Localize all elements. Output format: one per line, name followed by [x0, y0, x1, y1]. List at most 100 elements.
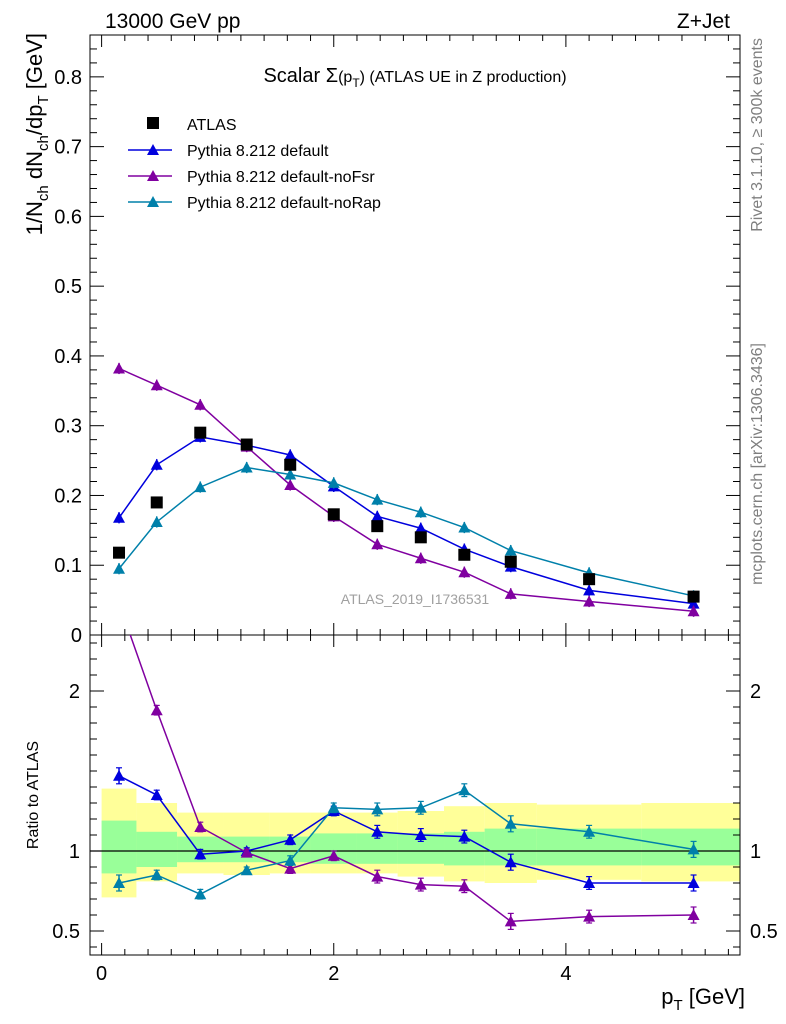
ratio-point-nofsr — [327, 849, 340, 861]
main-point-norap — [284, 468, 297, 480]
ratio-point-nofsr — [414, 878, 427, 890]
main-point-atlas — [284, 458, 297, 471]
ratio-point-norap — [113, 877, 126, 888]
ratio-point-nofsr — [504, 915, 517, 927]
main-y-tick-label: 0.5 — [54, 276, 82, 298]
main-point-atlas — [327, 508, 340, 521]
main-point-atlas — [240, 438, 253, 451]
header-process-label: Z+Jet — [677, 10, 730, 33]
main-point-atlas — [194, 426, 207, 439]
ratio-point-norap — [371, 803, 384, 815]
x-tick-labels: 0 2 4 — [96, 963, 571, 985]
main-point-atlas — [150, 496, 163, 509]
ratio-panel: 0.5 0.5 1 1 2 2 — [52, 634, 778, 956]
ratio-y-tick-label-right: 0.5 — [750, 921, 778, 943]
ratio-point-norap — [458, 784, 471, 796]
ratio-point-default — [583, 877, 596, 888]
main-y-tick-label: 0.4 — [54, 346, 82, 368]
ratio-frame — [89, 634, 741, 956]
legend-marker-nofsr — [147, 170, 159, 181]
ratio-band-inner — [641, 828, 740, 866]
ratio-point-norap — [194, 888, 207, 900]
ratio-point-default — [687, 877, 700, 888]
main-point-nofsr — [504, 587, 517, 599]
ratio-y-tick-label: 2 — [69, 681, 80, 703]
ratio-y-tick-label: 0.5 — [52, 921, 80, 943]
ratio-y-tick-label-right: 1 — [750, 841, 761, 863]
main-y-tick-label: 0 — [71, 625, 82, 647]
legend-label-nofsr: Pythia 8.212 default-noFsr — [187, 169, 375, 186]
main-line-norap — [118, 466, 694, 597]
main-y-tick-label: 0.1 — [54, 555, 82, 577]
x-axis-label: pT [GeV] — [661, 984, 745, 1014]
main-point-norap — [113, 562, 126, 574]
ratio-line-norap — [118, 789, 694, 896]
main-y-tick-label: 0.3 — [54, 416, 82, 438]
main-point-nofsr — [194, 398, 207, 410]
main-point-default — [113, 511, 126, 523]
legend-label-norap: Pythia 8.212 default-noRap — [187, 195, 381, 212]
ratio-point-nofsr — [687, 909, 700, 920]
rivet-version-label: Rivet 3.1.10, ≥ 300k events — [749, 38, 766, 232]
ratio-point-nofsr — [458, 880, 471, 892]
ratio-point-norap — [414, 801, 427, 813]
main-point-norap — [371, 493, 384, 505]
main-point-default — [583, 584, 596, 596]
main-point-default — [687, 597, 700, 609]
main-point-atlas — [687, 590, 700, 603]
main-y-tick-label: 0.2 — [54, 485, 82, 507]
main-point-nofsr — [414, 552, 427, 564]
main-point-norap — [194, 481, 207, 493]
ratio-band-inner — [136, 831, 178, 867]
ratio-point-default — [414, 829, 427, 840]
ratio-point-norap — [150, 869, 163, 880]
main-point-nofsr — [150, 379, 163, 391]
main-point-nofsr — [583, 595, 596, 607]
main-ticks — [90, 35, 740, 636]
main-point-default — [414, 522, 427, 534]
main-y-tick-labels: 0 0.1 0.2 0.3 0.4 0.5 0.6 0.7 0.8 — [54, 67, 82, 647]
ratio-point-nofsr — [371, 870, 384, 882]
ratio-point-default — [194, 848, 207, 860]
main-point-norap — [240, 461, 253, 473]
main-point-norap — [327, 476, 340, 488]
main-point-atlas — [113, 546, 126, 559]
ratio-point-nofsr — [150, 704, 163, 716]
main-y-tick-label: 0.7 — [54, 137, 82, 159]
main-y-tick-label: 0.6 — [54, 206, 82, 228]
main-line-default — [118, 436, 694, 605]
main-point-nofsr — [371, 538, 384, 550]
analysis-id-watermark: ATLAS_2019_I1736531 — [341, 591, 490, 607]
main-point-default — [371, 510, 384, 522]
legend-marker-norap — [147, 196, 159, 207]
main-point-atlas — [458, 548, 471, 561]
plot-title: Scalar Σ(pT) (ATLAS UE in Z production) — [263, 65, 566, 90]
ratio-series — [113, 635, 700, 931]
main-point-atlas — [583, 573, 596, 586]
ratio-point-default — [504, 856, 517, 868]
ratio-point-default — [458, 830, 471, 842]
ratio-point-norap — [327, 801, 340, 813]
ratio-point-norap — [284, 854, 297, 866]
main-point-atlas — [414, 531, 427, 544]
ratio-point-default — [371, 825, 384, 837]
header-energy-label: 13000 GeV pp — [105, 10, 240, 33]
ratio-y-tick-labels: 0.5 0.5 1 1 2 2 — [52, 681, 778, 943]
main-point-norap — [414, 506, 427, 518]
legend-label-default: Pythia 8.212 default — [187, 143, 329, 160]
ratio-line-default — [118, 775, 694, 884]
ratio-y-axis-label: Ratio to ATLAS — [25, 741, 42, 849]
ratio-ticks — [90, 635, 740, 955]
legend-marker-atlas — [147, 117, 159, 129]
x-tick-label: 4 — [560, 963, 571, 985]
main-point-atlas — [371, 520, 384, 533]
legend-marker-default — [147, 144, 159, 155]
ratio-y-tick-label-right: 2 — [750, 681, 761, 703]
ratio-point-default — [284, 833, 297, 845]
ratio-point-norap — [504, 817, 517, 829]
main-panel: 0 0.1 0.2 0.3 0.4 0.5 0.6 0.7 0.8 — [54, 34, 741, 647]
x-tick-label: 0 — [96, 963, 107, 985]
ratio-point-nofsr — [194, 821, 207, 832]
ratio-point-nofsr — [583, 910, 596, 922]
